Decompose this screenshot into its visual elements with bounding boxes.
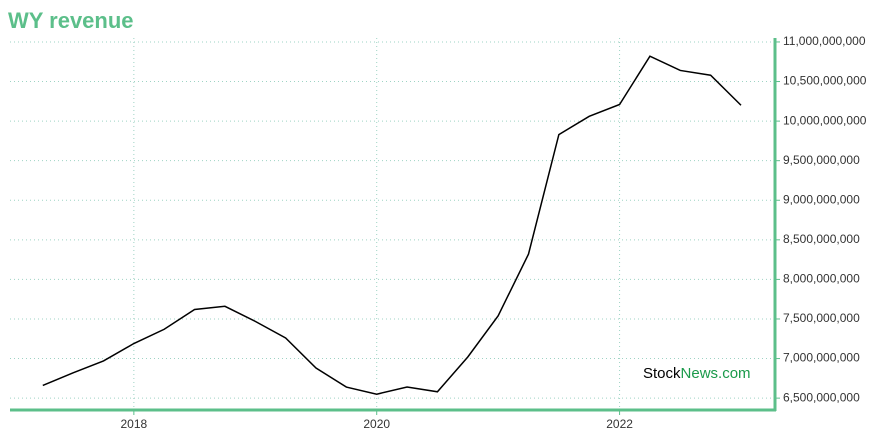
chart-title: WY revenue <box>8 8 134 33</box>
y-tick-label: 8,500,000,000 <box>783 232 860 246</box>
y-tick-label: 8,000,000,000 <box>783 272 860 286</box>
y-tick-label: 10,000,000,000 <box>783 113 867 127</box>
watermark: StockNews.com <box>643 365 751 382</box>
y-tick-label: 7,000,000,000 <box>783 351 860 365</box>
series-line <box>42 55 742 395</box>
y-tick-label: 11,000,000,000 <box>783 34 866 48</box>
x-tick-label: 2020 <box>363 417 390 431</box>
y-tick-label: 9,000,000,000 <box>783 192 860 206</box>
watermark-stock: Stock <box>643 365 681 382</box>
x-tick-label: 2022 <box>606 417 633 431</box>
x-tick-label: 2018 <box>121 417 148 431</box>
y-tick-label: 9,500,000,000 <box>783 153 860 167</box>
y-tick-label: 10,500,000,000 <box>783 74 867 88</box>
watermark-news: News.com <box>681 365 751 382</box>
y-tick-label: 6,500,000,000 <box>783 390 860 404</box>
y-tick-label: 7,500,000,000 <box>783 311 860 325</box>
